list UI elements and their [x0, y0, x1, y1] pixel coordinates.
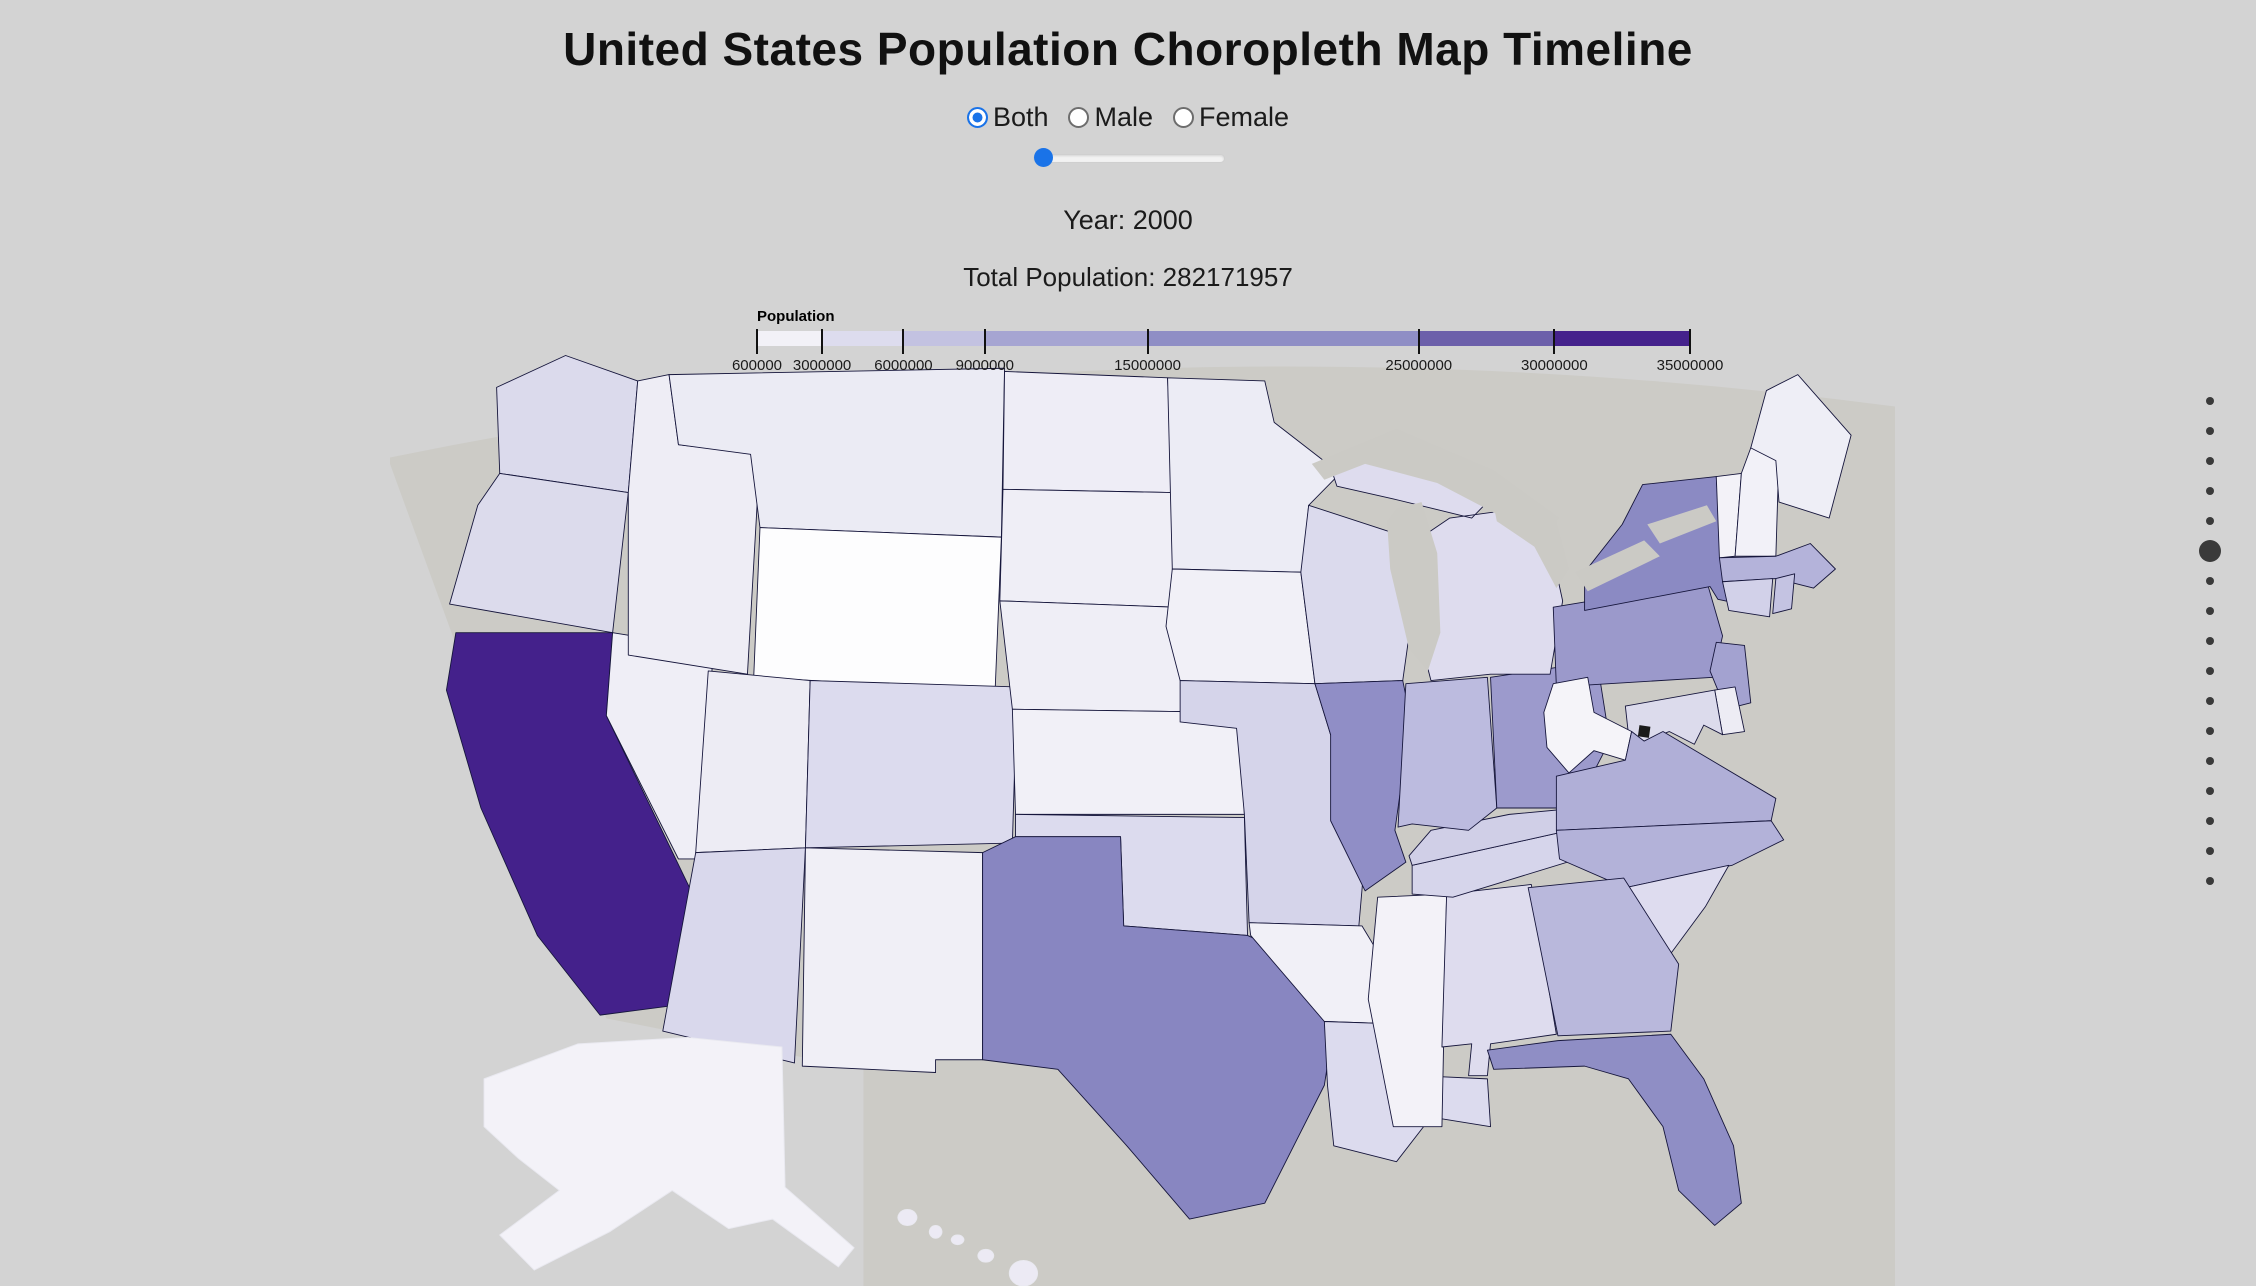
nav-dot[interactable]: [2206, 667, 2214, 675]
population-legend: Population 600000 3000000 6000000 9000000 15…: [732, 308, 1723, 374]
legend-tick-label: 6000000: [874, 357, 933, 374]
legend-segment: [1554, 331, 1690, 346]
radio-female-input[interactable]: [1173, 107, 1195, 128]
nav-dot[interactable]: [2206, 757, 2214, 765]
nav-dot[interactable]: [2206, 637, 2214, 645]
legend-tick: [1689, 329, 1691, 354]
year-slider-thumb[interactable]: [1033, 148, 1053, 167]
nav-dot[interactable]: [2206, 817, 2214, 825]
state-oregon[interactable]: [450, 473, 629, 632]
legend-tick: [902, 329, 905, 354]
state-west-virginia[interactable]: [1544, 677, 1632, 773]
nav-dot[interactable]: [2206, 727, 2214, 735]
nav-dot[interactable]: [2206, 787, 2214, 795]
legend-tick-label: 9000000: [955, 357, 1015, 374]
radio-both-input[interactable]: [966, 107, 988, 128]
legend-tick: [756, 329, 758, 354]
state-south-dakota[interactable]: [1000, 489, 1177, 607]
nav-dot[interactable]: [2206, 457, 2214, 465]
nav-dot[interactable]: [2206, 577, 2214, 585]
legend-segment: [1418, 331, 1555, 346]
legend-tick-label: 25000000: [1385, 357, 1453, 374]
state-alaska[interactable]: [484, 1037, 854, 1270]
state-district-of-columbia[interactable]: [1637, 725, 1651, 738]
legend-segment: [822, 331, 904, 346]
state-iowa[interactable]: [1166, 569, 1315, 684]
state-maine[interactable]: [1751, 375, 1851, 518]
legend-title: Population: [757, 308, 835, 325]
lake-huron: [1493, 505, 1569, 589]
state-north-carolina[interactable]: [1556, 821, 1783, 888]
nav-dot[interactable]: [2206, 877, 2214, 885]
total-population-label: Total Population: 282171957: [963, 262, 1293, 292]
state-georgia[interactable]: [1528, 878, 1679, 1036]
state-new-mexico[interactable]: [802, 848, 982, 1073]
sex-radio-group: Both Male Female: [0, 102, 2256, 133]
legend-color-bar: 600000 3000000 6000000 9000000 15000000 25000…: [732, 329, 1723, 374]
page-title: United States Population Choropleth Map …: [563, 23, 1693, 75]
legend-tick: [983, 329, 986, 354]
state-wyoming[interactable]: [754, 528, 1002, 691]
state-connecticut[interactable]: [1723, 579, 1773, 617]
state-north-dakota[interactable]: [1003, 371, 1172, 492]
radio-female[interactable]: Female: [1173, 102, 1289, 133]
legend-tick: [821, 329, 824, 354]
nav-dot[interactable]: [2206, 517, 2214, 525]
radio-male[interactable]: Male: [1068, 102, 1153, 133]
nav-dot[interactable]: [2206, 427, 2214, 435]
states-group: [446, 355, 1851, 1286]
legend-segment: [903, 331, 985, 346]
nav-dot[interactable]: [2206, 697, 2214, 705]
legend-tick-label: 15000000: [1114, 357, 1181, 374]
nav-dot[interactable]: [2206, 397, 2214, 405]
lake-michigan: [1387, 502, 1441, 671]
state-new-hampshire[interactable]: [1735, 448, 1779, 556]
lake-ontario: [1647, 505, 1717, 544]
year-label: Year: 2000: [1063, 205, 1193, 235]
radio-male-input[interactable]: [1068, 107, 1090, 128]
state-indiana[interactable]: [1398, 677, 1497, 830]
radio-male-label: Male: [1094, 102, 1154, 132]
nav-dot[interactable]: [2206, 847, 2214, 855]
legend-tick-label: 600000: [731, 357, 783, 374]
legend-tick: [1146, 329, 1149, 354]
state-washington[interactable]: [497, 355, 638, 492]
lake-erie: [1575, 540, 1660, 592]
legend-tick-label: 30000000: [1521, 357, 1588, 374]
state-arizona[interactable]: [663, 848, 806, 1063]
state-rhode-island[interactable]: [1773, 574, 1795, 614]
state-colorado[interactable]: [805, 681, 1017, 848]
year-slider-track[interactable]: [1033, 154, 1225, 163]
radio-both-label: Both: [992, 102, 1049, 132]
legend-tick: [1553, 329, 1556, 354]
radio-female-label: Female: [1199, 102, 1290, 132]
nav-dot[interactable]: [2206, 607, 2214, 615]
header: United States Population Choropleth Map …: [0, 0, 2256, 293]
state-hawaii[interactable]: [898, 1210, 1038, 1286]
legend-segment: [984, 331, 1148, 346]
legend-tick-label: 35000000: [1656, 357, 1724, 374]
great-lakes: [1311, 428, 1717, 671]
year-slider[interactable]: [1033, 147, 1225, 167]
nav-dot-active[interactable]: [2199, 540, 2221, 562]
radio-both[interactable]: Both: [966, 102, 1049, 133]
legend-segment: [1147, 331, 1419, 346]
legend-tick: [1417, 329, 1420, 354]
nav-dot[interactable]: [2206, 487, 2214, 495]
state-florida[interactable]: [1487, 1034, 1741, 1225]
us-choropleth-map: [390, 330, 1895, 1286]
legend-segment: [757, 331, 823, 346]
state-utah[interactable]: [696, 671, 810, 853]
legend-tick-label: 3000000: [792, 357, 852, 374]
